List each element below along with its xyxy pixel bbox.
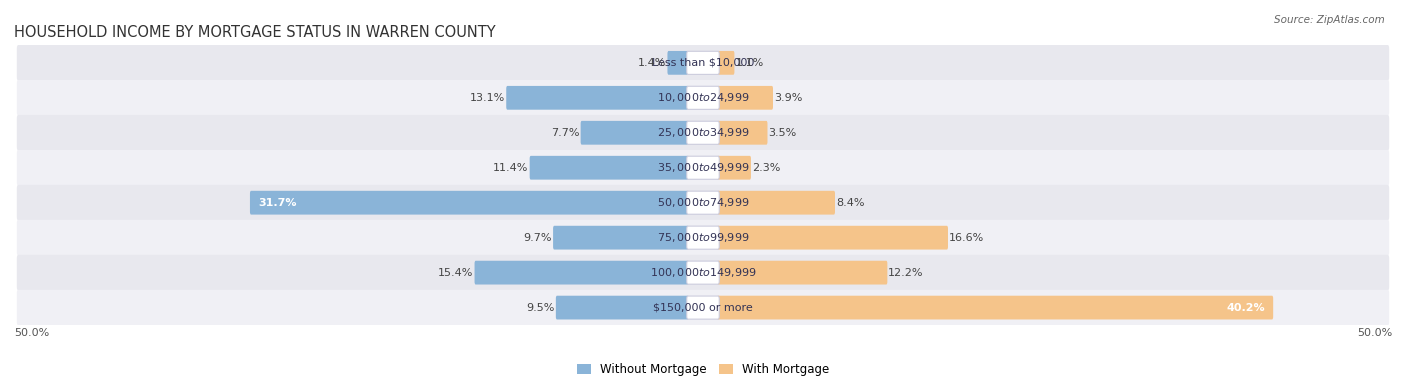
- Text: $35,000 to $49,999: $35,000 to $49,999: [657, 161, 749, 174]
- Legend: Without Mortgage, With Mortgage: Without Mortgage, With Mortgage: [572, 358, 834, 378]
- FancyBboxPatch shape: [17, 45, 1389, 81]
- Text: 50.0%: 50.0%: [14, 328, 49, 338]
- Text: 9.7%: 9.7%: [523, 233, 553, 243]
- Text: 11.4%: 11.4%: [494, 163, 529, 173]
- Text: HOUSEHOLD INCOME BY MORTGAGE STATUS IN WARREN COUNTY: HOUSEHOLD INCOME BY MORTGAGE STATUS IN W…: [14, 25, 496, 40]
- Text: 12.2%: 12.2%: [889, 268, 924, 277]
- FancyBboxPatch shape: [686, 156, 720, 179]
- FancyBboxPatch shape: [17, 150, 1389, 186]
- Text: 8.4%: 8.4%: [837, 198, 865, 208]
- FancyBboxPatch shape: [506, 86, 689, 110]
- Text: $75,000 to $99,999: $75,000 to $99,999: [657, 231, 749, 244]
- Text: $150,000 or more: $150,000 or more: [654, 303, 752, 313]
- FancyBboxPatch shape: [250, 191, 689, 215]
- FancyBboxPatch shape: [686, 226, 720, 249]
- Text: 50.0%: 50.0%: [1357, 328, 1392, 338]
- Text: 13.1%: 13.1%: [470, 93, 505, 103]
- Text: 40.2%: 40.2%: [1226, 303, 1265, 313]
- FancyBboxPatch shape: [581, 121, 689, 145]
- FancyBboxPatch shape: [475, 261, 689, 285]
- FancyBboxPatch shape: [686, 86, 720, 109]
- FancyBboxPatch shape: [717, 51, 734, 75]
- FancyBboxPatch shape: [717, 156, 751, 180]
- FancyBboxPatch shape: [17, 220, 1389, 256]
- FancyBboxPatch shape: [17, 185, 1389, 220]
- Text: $100,000 to $149,999: $100,000 to $149,999: [650, 266, 756, 279]
- Text: Less than $10,000: Less than $10,000: [652, 58, 754, 68]
- FancyBboxPatch shape: [553, 226, 689, 249]
- FancyBboxPatch shape: [686, 121, 720, 144]
- FancyBboxPatch shape: [717, 296, 1274, 319]
- FancyBboxPatch shape: [17, 80, 1389, 116]
- Text: 9.5%: 9.5%: [526, 303, 555, 313]
- Text: Source: ZipAtlas.com: Source: ZipAtlas.com: [1274, 15, 1385, 25]
- Text: 3.9%: 3.9%: [773, 93, 803, 103]
- FancyBboxPatch shape: [717, 191, 835, 215]
- Text: 16.6%: 16.6%: [949, 233, 984, 243]
- Text: $25,000 to $34,999: $25,000 to $34,999: [657, 126, 749, 139]
- Text: $10,000 to $24,999: $10,000 to $24,999: [657, 91, 749, 104]
- FancyBboxPatch shape: [686, 191, 720, 214]
- Text: 3.5%: 3.5%: [769, 128, 797, 138]
- Text: $50,000 to $74,999: $50,000 to $74,999: [657, 196, 749, 209]
- Text: 2.3%: 2.3%: [752, 163, 780, 173]
- FancyBboxPatch shape: [686, 296, 720, 319]
- FancyBboxPatch shape: [555, 296, 689, 319]
- Text: 15.4%: 15.4%: [439, 268, 474, 277]
- Text: 7.7%: 7.7%: [551, 128, 579, 138]
- FancyBboxPatch shape: [668, 51, 689, 75]
- FancyBboxPatch shape: [17, 255, 1389, 290]
- FancyBboxPatch shape: [717, 86, 773, 110]
- FancyBboxPatch shape: [717, 261, 887, 285]
- FancyBboxPatch shape: [17, 290, 1389, 325]
- FancyBboxPatch shape: [530, 156, 689, 180]
- FancyBboxPatch shape: [717, 226, 948, 249]
- Text: 31.7%: 31.7%: [257, 198, 297, 208]
- FancyBboxPatch shape: [17, 115, 1389, 150]
- FancyBboxPatch shape: [717, 121, 768, 145]
- FancyBboxPatch shape: [686, 261, 720, 284]
- Text: 1.4%: 1.4%: [638, 58, 666, 68]
- FancyBboxPatch shape: [686, 51, 720, 74]
- Text: 1.1%: 1.1%: [735, 58, 763, 68]
